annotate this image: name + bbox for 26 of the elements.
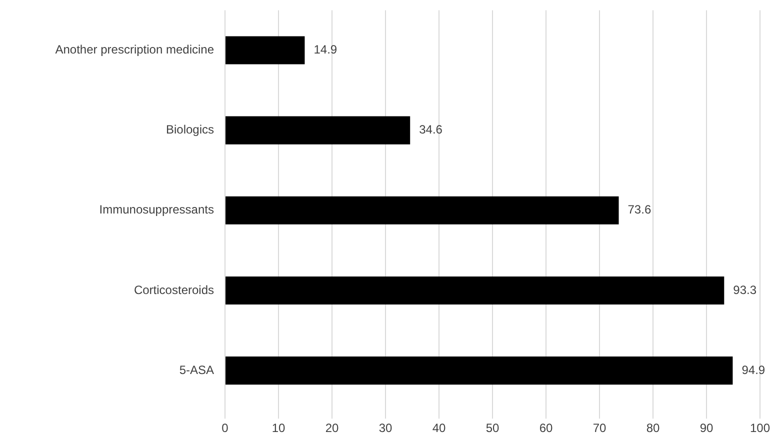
x-tick-label: 60 xyxy=(539,421,553,436)
y-tick-label: Immunosuppressants xyxy=(99,202,214,217)
data-label: 14.9 xyxy=(314,42,338,57)
bar xyxy=(226,196,619,224)
y-tick-label: Biologics xyxy=(166,122,214,137)
data-label: 34.6 xyxy=(419,122,443,137)
x-tick-label: 40 xyxy=(432,421,446,436)
bar xyxy=(226,36,305,64)
data-label: 93.3 xyxy=(733,282,757,297)
x-tick-label: 50 xyxy=(486,421,500,436)
x-tick-label: 0 xyxy=(222,421,229,436)
x-tick-label: 70 xyxy=(592,421,606,436)
bar xyxy=(226,116,410,144)
y-tick-label: 5-ASA xyxy=(179,362,214,377)
data-label: 94.9 xyxy=(742,362,766,377)
bar xyxy=(226,356,733,385)
data-label: 73.6 xyxy=(628,202,652,217)
x-tick-label: 80 xyxy=(646,421,660,436)
y-tick-label: Another prescription medicine xyxy=(55,42,214,57)
bar xyxy=(226,276,724,304)
x-tick-label: 100 xyxy=(750,421,770,436)
x-tick-label: 20 xyxy=(325,421,339,436)
y-tick-label: Corticosteroids xyxy=(134,282,214,297)
x-tick-label: 30 xyxy=(378,421,392,436)
x-tick-label: 10 xyxy=(272,421,286,436)
x-tick-label: 90 xyxy=(700,421,714,436)
